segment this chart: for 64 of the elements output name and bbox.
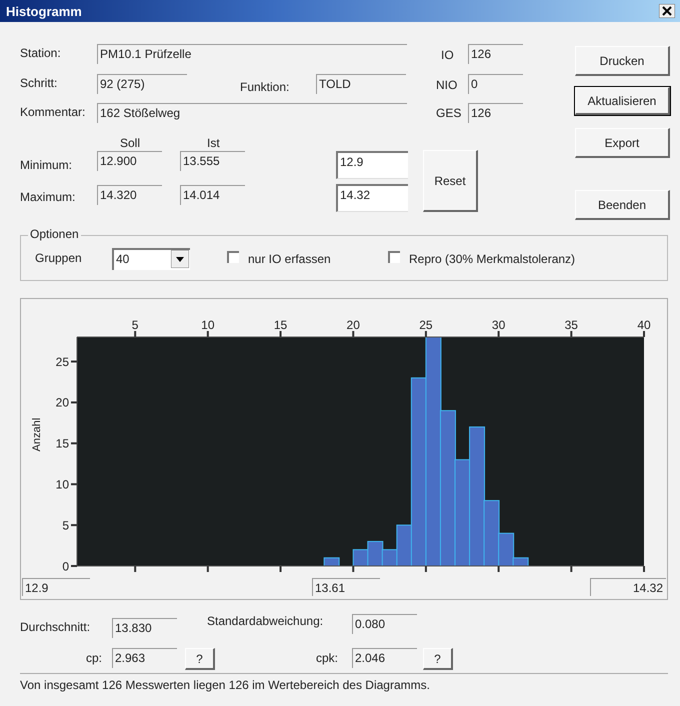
text: 14.320 bbox=[100, 188, 137, 202]
text: Repro (30% Merkmalstoleranz) bbox=[409, 252, 576, 266]
y-tick-label: 5 bbox=[62, 518, 70, 532]
text: Drucken bbox=[600, 54, 644, 68]
text: Minimum: bbox=[20, 158, 72, 172]
text: NIO bbox=[436, 78, 458, 92]
text: Ist bbox=[207, 136, 220, 150]
x-tick-label: 35 bbox=[564, 318, 578, 332]
y-tick-label: 0 bbox=[62, 559, 70, 574]
text: 92 (275) bbox=[100, 77, 145, 91]
text: Soll bbox=[120, 136, 140, 150]
y-axis-title: Anzahl bbox=[30, 418, 43, 452]
text: 12.900 bbox=[100, 154, 137, 168]
y-tick-label: 25 bbox=[56, 354, 70, 369]
x-tick-label: 20 bbox=[346, 318, 360, 332]
text: IO bbox=[441, 48, 454, 62]
text: nur IO erfassen bbox=[248, 252, 331, 266]
text: 14.32 bbox=[340, 188, 370, 202]
text: 0 bbox=[471, 77, 478, 91]
text: 12.9 bbox=[25, 581, 48, 595]
text: 2.046 bbox=[355, 651, 386, 665]
x-tick-label: 30 bbox=[492, 318, 506, 332]
y-tick-label: 20 bbox=[56, 396, 70, 410]
text: 162 Stößelweg bbox=[100, 106, 180, 120]
text: 13.830 bbox=[115, 621, 152, 635]
text: ? bbox=[196, 652, 203, 666]
text: 14.014 bbox=[183, 188, 220, 202]
text: 13.555 bbox=[183, 154, 220, 168]
text: Funktion: bbox=[240, 80, 290, 94]
text: 40 bbox=[116, 252, 130, 266]
text: Von insgesamt 126 Messwerten liegen 126 im Wertebereich des Diagramms. bbox=[20, 678, 430, 692]
x-tick-label: 40 bbox=[637, 318, 651, 332]
text: TOLD bbox=[319, 77, 351, 91]
text: Reset bbox=[434, 174, 466, 188]
text: PM10.1 Prüfzelle bbox=[100, 47, 192, 61]
text: Optionen bbox=[30, 227, 79, 241]
y-tick-label: 15 bbox=[56, 436, 70, 451]
text: 0.080 bbox=[355, 617, 386, 631]
text: 14.32 bbox=[632, 581, 663, 595]
text: 12.9 bbox=[340, 155, 364, 169]
text: Durchschnitt: bbox=[20, 620, 90, 634]
text: Aktualisieren bbox=[588, 94, 656, 108]
text: Kommentar: bbox=[20, 105, 86, 119]
chart-title: Histogramm bbox=[6, 4, 82, 19]
text: Maximum: bbox=[20, 190, 76, 204]
x-tick-label: 25 bbox=[419, 318, 433, 332]
text: GES bbox=[436, 106, 462, 120]
text: Gruppen bbox=[35, 251, 82, 265]
text: Standardabweichung: bbox=[207, 614, 324, 628]
text: cp: bbox=[86, 651, 102, 665]
text: cpk: bbox=[316, 651, 338, 665]
text: ? bbox=[434, 652, 441, 666]
text: 126 bbox=[471, 106, 492, 120]
text: Export bbox=[604, 136, 640, 150]
text: Station: bbox=[20, 46, 61, 60]
x-tick-label: 5 bbox=[132, 318, 139, 332]
text: 126 bbox=[471, 47, 492, 61]
y-tick-label: 10 bbox=[56, 477, 70, 492]
text: Beenden bbox=[598, 198, 646, 212]
text: 13.61 bbox=[315, 581, 346, 595]
x-tick-label: 15 bbox=[274, 318, 288, 332]
text: 2.963 bbox=[115, 651, 146, 665]
x-tick-label: 10 bbox=[201, 318, 215, 332]
text: Schritt: bbox=[20, 76, 58, 90]
